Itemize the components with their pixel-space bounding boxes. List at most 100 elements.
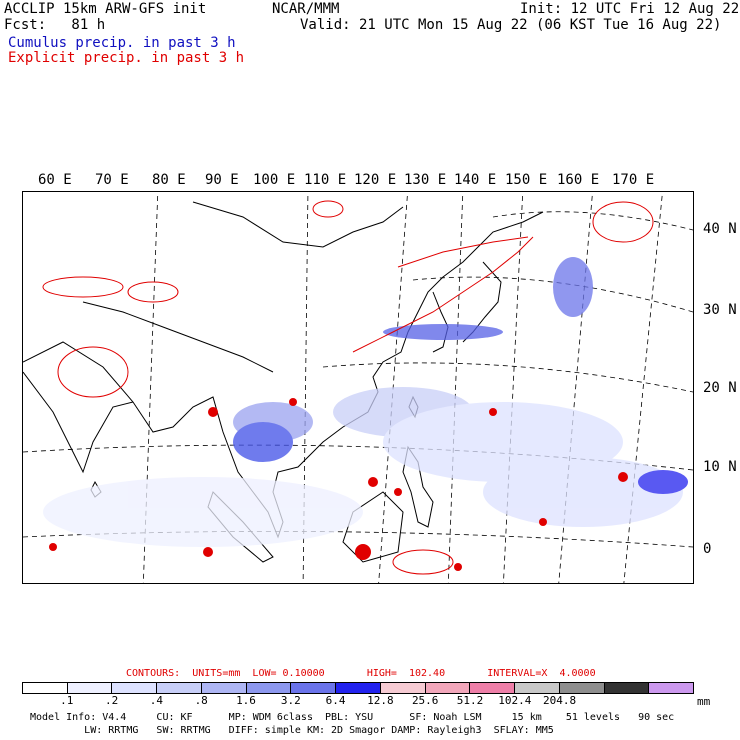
explicit-cell <box>592 201 654 243</box>
lat-label-40n: 40 N <box>703 221 737 237</box>
lat-label-0: 0 <box>703 541 712 557</box>
explicit-dot <box>454 563 462 571</box>
lat-line-30n <box>412 276 693 313</box>
explicit-cell <box>42 276 124 298</box>
lon-line-150e <box>503 192 524 583</box>
explicit-cell <box>312 200 344 218</box>
colorbar-swatch <box>201 683 247 693</box>
colorbar <box>22 682 694 694</box>
explicit-dot <box>394 488 402 496</box>
cumulus-cell <box>483 457 683 527</box>
lon-line-160e <box>558 192 593 583</box>
cumulus-precip <box>43 257 688 547</box>
precip-map <box>22 191 694 584</box>
lon-label-160e: 160 E <box>557 172 600 188</box>
model-info-line1: Model Info: V4.4 CU: KF MP: WDM 6class P… <box>30 712 675 723</box>
colorbar-tick-label: .4 <box>149 694 164 707</box>
colorbar-swatch <box>112 683 158 693</box>
colorbar-tick-label: 1.6 <box>236 694 256 707</box>
colorbar-swatch <box>649 683 694 693</box>
colorbar-swatch <box>67 683 113 693</box>
colorbar-tick-label: 6.4 <box>325 694 346 707</box>
lat-line-40n <box>492 211 693 231</box>
colorbar-swatch <box>157 683 202 693</box>
explicit-dot <box>355 544 371 560</box>
map-canvas <box>23 192 693 583</box>
colorbar-tick-label: .8 <box>194 694 208 707</box>
explicit-dot <box>368 477 378 487</box>
explicit-dot <box>489 408 497 416</box>
colorbar-tick-label: 3.2 <box>280 694 301 707</box>
mainland-asia-coast <box>23 211 544 539</box>
init-time: Init: 12 UTC Fri 12 Aug 22 <box>520 1 740 17</box>
cumulus-cell <box>383 324 503 340</box>
explicit-dot <box>289 398 297 406</box>
cumulus-cell <box>233 422 293 462</box>
colorbar-swatch <box>380 683 426 693</box>
lon-label-90e: 90 E <box>205 172 239 188</box>
india-coast <box>23 371 134 474</box>
explicit-cell <box>57 346 129 398</box>
lat-label-20n: 20 N <box>703 380 737 396</box>
border-tibet <box>82 301 274 373</box>
explicit-precip-fill <box>49 398 628 571</box>
lat-line-20n <box>322 362 693 393</box>
forecast-hour: Fcst: 81 h <box>4 17 106 33</box>
lat-line-10n <box>23 444 693 471</box>
lon-line-140e <box>447 192 464 583</box>
lon-label-110e: 110 E <box>304 172 347 188</box>
colorbar-tick-label: 204.8 <box>543 694 577 707</box>
lat-label-30n: 30 N <box>703 302 737 318</box>
border-china-mongolia <box>192 201 404 248</box>
explicit-dot <box>539 518 547 526</box>
lon-line-170e <box>623 192 663 583</box>
explicit-band <box>397 236 529 268</box>
lon-label-100e: 100 E <box>253 172 296 188</box>
explicit-legend: Explicit precip. in past 3 h <box>8 50 245 66</box>
lon-label-120e: 120 E <box>354 172 397 188</box>
borneo-coast <box>342 491 404 563</box>
colorbar-swatch <box>559 683 605 693</box>
model-info-line2: LW: RRTMG SW: RRTMG DIFF: simple KM: 2D … <box>30 725 554 736</box>
colorbar-swatch <box>246 683 292 693</box>
colorbar-swatch <box>425 683 471 693</box>
lon-line-130e <box>378 192 409 583</box>
explicit-dot <box>618 472 628 482</box>
lon-label-170e: 170 E <box>612 172 655 188</box>
cumulus-cell <box>553 257 593 317</box>
center-label: NCAR/MMM <box>272 1 340 17</box>
lon-label-140e: 140 E <box>454 172 497 188</box>
explicit-cell <box>127 281 179 303</box>
colorbar-swatch <box>515 683 560 693</box>
colorbar-swatch <box>23 683 68 693</box>
colorbar-tick-label: 25.6 <box>411 694 439 707</box>
cumulus-cell <box>43 477 363 547</box>
explicit-dot <box>208 407 218 417</box>
lon-label-60e: 60 E <box>38 172 72 188</box>
colorbar-tick-label: 12.8 <box>367 694 394 707</box>
cumulus-legend: Cumulus precip. in past 3 h <box>8 35 236 51</box>
colorbar-swatch <box>336 683 381 693</box>
lon-label-130e: 130 E <box>404 172 447 188</box>
colorbar-tick-label: .1 <box>60 694 74 707</box>
explicit-dot <box>203 547 213 557</box>
explicit-cell <box>392 549 454 575</box>
colorbar-tick-label: 51.2 <box>456 694 484 707</box>
cumulus-cell <box>638 470 688 494</box>
lat-label-10n: 10 N <box>703 459 737 475</box>
explicit-dot <box>49 543 57 551</box>
explicit-band <box>352 236 534 353</box>
lon-label-70e: 70 E <box>95 172 129 188</box>
colorbar-swatch <box>604 683 650 693</box>
plot-title: ACCLIP 15km ARW-GFS init <box>4 1 207 17</box>
contour-info: CONTOURS: UNITS=mm LOW= 0.10000 HIGH= 10… <box>126 668 596 679</box>
valid-time: Valid: 21 UTC Mon 15 Aug 22 (06 KST Tue … <box>300 17 722 33</box>
colorbar-swatch <box>470 683 516 693</box>
lon-label-150e: 150 E <box>505 172 548 188</box>
colorbar-units: mm <box>697 695 711 708</box>
explicit-precip <box>42 200 654 575</box>
lon-label-80e: 80 E <box>152 172 186 188</box>
colorbar-swatch <box>291 683 337 693</box>
korea-coast <box>432 291 449 353</box>
colorbar-tick-label: 102.4 <box>498 694 532 707</box>
